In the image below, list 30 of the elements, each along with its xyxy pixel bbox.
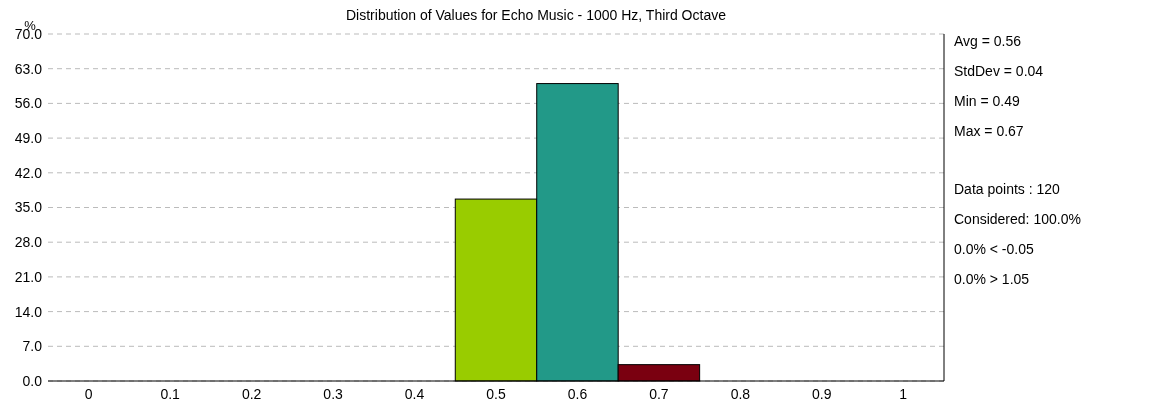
y-tick-label: 21.0: [14, 268, 43, 285]
y-tick-label: 28.0: [14, 234, 43, 251]
y-tick-label: 63.0: [14, 60, 43, 77]
y-tick-label: 42.0: [14, 164, 43, 181]
y-tick-label: 56.0: [14, 95, 43, 112]
x-tick-label: 0: [84, 386, 93, 402]
text: Avg = 0.56: [954, 33, 1022, 49]
chart-title: Distribution of Values for Echo Music - 1000 Hz, Third Octave: [346, 7, 727, 23]
y-tick-label: 35.0: [14, 199, 43, 216]
x-tick-label: 0.7: [649, 386, 669, 402]
text: 0.0% > 1.05: [954, 271, 1030, 287]
text: Considered: 100.0%: [954, 211, 1081, 227]
text: Max = 0.67: [954, 123, 1024, 139]
y-tick-label: 14.0: [14, 303, 43, 320]
text: Data points : 120: [954, 181, 1061, 197]
y-tick-label: 49.0: [14, 130, 43, 146]
text: StdDev = 0.04: [954, 63, 1044, 79]
x-tick-label: 0.1: [160, 386, 181, 402]
text: 0.0% < -0.05: [954, 241, 1034, 257]
text: Min = 0.49: [954, 93, 1020, 109]
x-tick-label: 0.9: [812, 386, 832, 402]
x-tick-label: 0.6: [567, 386, 588, 402]
x-tick-label: 0.3: [323, 386, 344, 402]
y-tick-label: 0.0: [22, 372, 43, 389]
x-tick-label: 1: [899, 386, 908, 402]
y-tick-label: 7.0: [22, 338, 43, 355]
x-tick-label: 0.4: [404, 386, 425, 402]
x-tick-label: 0.5: [486, 386, 506, 402]
x-tick-label: 0.8: [730, 386, 751, 402]
x-tick-label: 0.2: [241, 386, 262, 402]
